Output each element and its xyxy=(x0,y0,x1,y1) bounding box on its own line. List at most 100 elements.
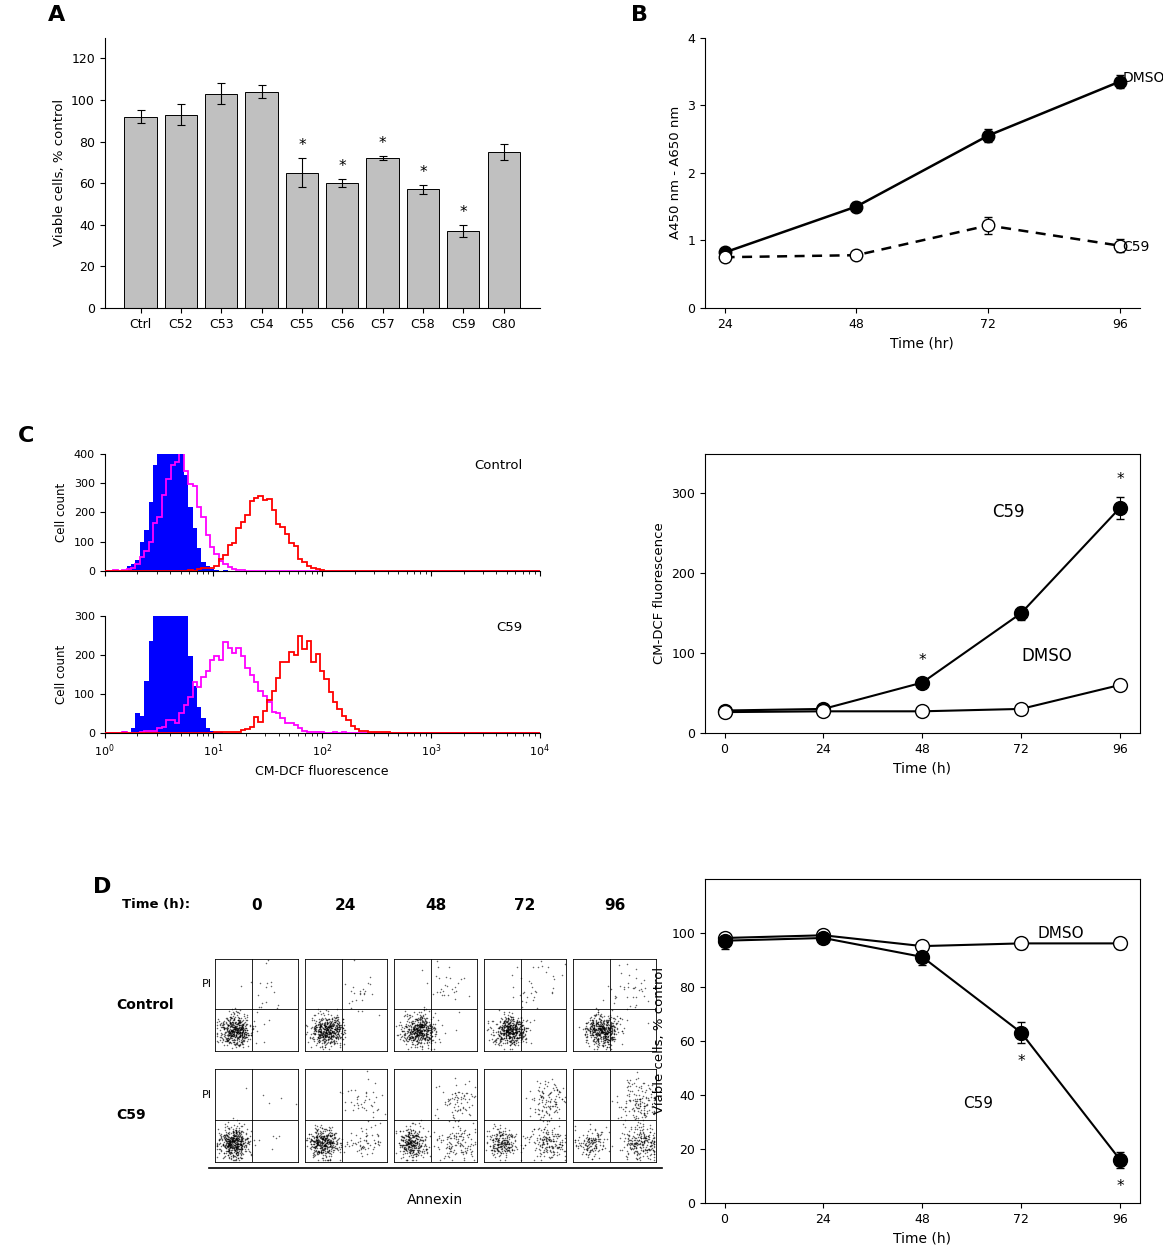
Point xyxy=(590,1025,608,1045)
Point xyxy=(497,1012,515,1032)
Point xyxy=(416,1128,435,1148)
Point xyxy=(355,1130,373,1150)
Text: A: A xyxy=(48,5,65,25)
Point xyxy=(408,1027,427,1048)
Point xyxy=(512,1030,530,1050)
Point xyxy=(585,1019,604,1039)
Point xyxy=(592,1012,611,1032)
Point xyxy=(404,1022,422,1042)
Point xyxy=(411,1016,429,1036)
Point xyxy=(504,1024,522,1044)
Point xyxy=(501,1026,520,1046)
Point xyxy=(226,1138,244,1158)
Point xyxy=(331,1017,350,1037)
Point xyxy=(412,1015,430,1035)
Text: Annexin: Annexin xyxy=(407,1193,464,1207)
Point xyxy=(257,992,276,1012)
Point xyxy=(480,1017,499,1037)
Point xyxy=(392,1027,411,1048)
Point xyxy=(234,1027,252,1048)
Point xyxy=(613,1009,632,1029)
Point xyxy=(319,1009,337,1029)
Point xyxy=(399,1134,418,1154)
Point xyxy=(511,1027,529,1048)
Point xyxy=(312,1141,330,1162)
Point xyxy=(627,1128,645,1148)
Point xyxy=(311,1020,329,1040)
Point xyxy=(594,1020,613,1040)
Point xyxy=(441,1128,459,1148)
Point xyxy=(221,1022,240,1042)
Point xyxy=(635,1104,654,1124)
Point xyxy=(413,1007,431,1027)
Point xyxy=(412,1014,430,1034)
Point xyxy=(605,1027,623,1048)
Point xyxy=(506,1021,525,1041)
Point xyxy=(501,1026,520,1046)
Point xyxy=(481,1135,500,1155)
Point xyxy=(599,1019,618,1039)
Point xyxy=(304,1134,322,1154)
Point xyxy=(599,1020,618,1040)
Point xyxy=(516,1029,535,1049)
Point xyxy=(397,1135,415,1155)
Point xyxy=(587,1024,606,1044)
Point xyxy=(422,1019,441,1039)
Point xyxy=(509,1014,528,1034)
Point xyxy=(221,1134,240,1154)
Point xyxy=(418,1139,436,1159)
Point xyxy=(552,1089,571,1109)
Point xyxy=(215,1025,234,1045)
Point xyxy=(216,1024,235,1044)
Point xyxy=(584,1031,602,1051)
Point xyxy=(242,1022,261,1042)
Point xyxy=(238,1139,257,1159)
Point xyxy=(312,1128,330,1148)
Point xyxy=(226,1027,244,1048)
Point xyxy=(590,1009,608,1029)
Point xyxy=(312,1016,330,1036)
Point xyxy=(227,1139,245,1159)
Point xyxy=(308,1130,327,1150)
Point xyxy=(540,1104,558,1124)
Point xyxy=(438,1143,457,1163)
Point xyxy=(309,1029,328,1049)
Point xyxy=(222,1016,241,1036)
Point xyxy=(405,1017,423,1037)
Point xyxy=(321,1029,340,1049)
Point xyxy=(457,1140,476,1160)
Point xyxy=(219,1015,237,1035)
Point xyxy=(315,1016,334,1036)
Point xyxy=(315,1029,334,1049)
Point xyxy=(612,1140,630,1160)
Point xyxy=(440,1138,458,1158)
Point xyxy=(591,1125,609,1145)
Point xyxy=(545,1131,564,1152)
Point xyxy=(584,1129,602,1149)
Point xyxy=(587,1029,606,1049)
Point xyxy=(412,1030,430,1050)
Point xyxy=(522,1032,541,1053)
Point xyxy=(215,1124,234,1144)
Point xyxy=(220,1032,238,1053)
Point xyxy=(644,1128,663,1148)
Point xyxy=(223,1006,242,1026)
Point xyxy=(535,1119,554,1139)
Point xyxy=(354,1136,372,1157)
Point xyxy=(552,1133,571,1153)
Point xyxy=(497,1020,515,1040)
Point xyxy=(224,1017,243,1037)
Point xyxy=(497,1022,515,1042)
Point xyxy=(463,1086,481,1106)
Point xyxy=(583,1014,601,1034)
Point xyxy=(319,1143,337,1163)
Point xyxy=(400,1123,419,1143)
Point xyxy=(508,1014,527,1034)
Point xyxy=(233,1138,251,1158)
Point xyxy=(314,1134,333,1154)
Point xyxy=(244,1019,263,1039)
Point xyxy=(219,1015,237,1035)
Point xyxy=(398,1017,416,1037)
Point xyxy=(514,1017,533,1037)
Point xyxy=(219,1010,237,1030)
